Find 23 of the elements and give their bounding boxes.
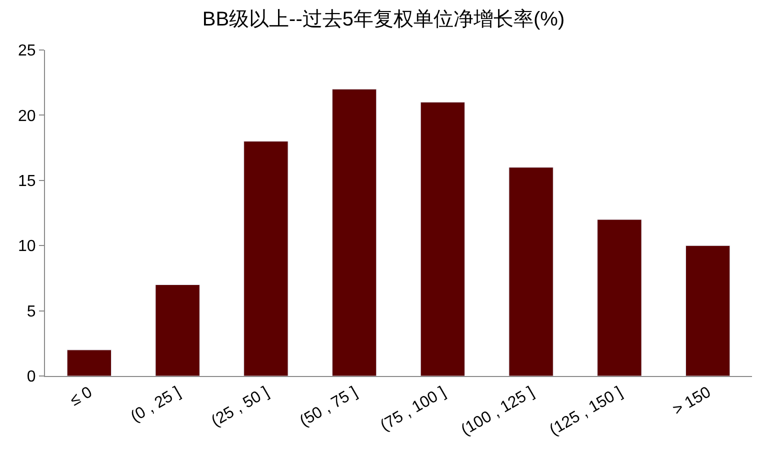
bar — [244, 141, 288, 376]
y-tick-label: 10 — [18, 238, 36, 256]
y-tick-label: 0 — [26, 368, 36, 386]
bar — [66, 350, 112, 376]
x-tick-label: (100 , 125 ] — [458, 384, 538, 440]
bar — [420, 102, 466, 376]
bar — [597, 219, 642, 376]
x-tick-label: (0 , 25 ] — [128, 384, 184, 426]
x-tick-label: > 150 — [670, 384, 714, 419]
x-tick-label: (125 , 150 ] — [546, 384, 626, 440]
chart-title: BB级以上--过去5年复权单位净增长率(%) — [202, 8, 565, 31]
y-tick-label: 5 — [26, 303, 36, 320]
y-tick-label: 25 — [18, 42, 36, 60]
x-tick-label: (50 , 75 ] — [297, 384, 360, 430]
x-tick-label: ≤ 0 — [68, 384, 96, 410]
bar — [155, 284, 200, 376]
x-tick-label: (25 , 50 ] — [208, 384, 272, 430]
y-tick-label: 15 — [18, 173, 36, 190]
bar — [332, 88, 377, 376]
x-tick-label: (75 , 100 ] — [378, 384, 449, 435]
y-tick-label: 20 — [18, 108, 36, 125]
bar — [508, 167, 554, 376]
bar — [685, 245, 730, 376]
